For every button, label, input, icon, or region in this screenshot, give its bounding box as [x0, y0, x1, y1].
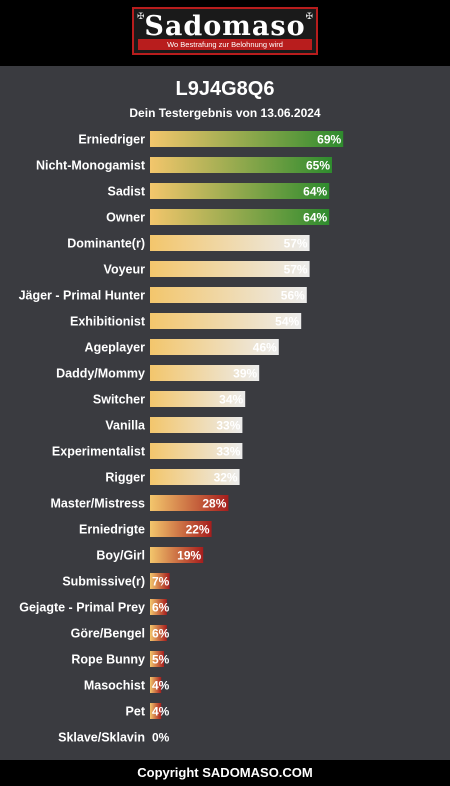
- category-label: Jäger - Primal Hunter: [19, 289, 146, 303]
- result-bar: [150, 131, 344, 147]
- result-bar: [150, 235, 310, 251]
- result-bar: [150, 573, 170, 589]
- value-label: 33%: [216, 445, 240, 459]
- value-label: 57%: [284, 263, 308, 277]
- category-label: Voyeur: [104, 263, 146, 277]
- category-label: Rope Bunny: [71, 653, 145, 667]
- value-label: 28%: [202, 497, 226, 511]
- value-label: 32%: [214, 471, 238, 485]
- category-label: Erniedriger: [78, 133, 145, 147]
- category-label: Sadist: [107, 185, 145, 199]
- value-label: 54%: [275, 315, 299, 329]
- category-label: Rigger: [105, 471, 145, 485]
- result-bar: [150, 365, 260, 381]
- value-label: 6%: [152, 601, 170, 615]
- result-bar: [150, 625, 167, 641]
- value-label: 19%: [177, 549, 201, 563]
- value-label: 56%: [281, 289, 305, 303]
- value-label: 7%: [152, 575, 170, 589]
- value-label: 6%: [152, 627, 170, 641]
- value-label: 69%: [317, 133, 341, 147]
- category-label: Dominante(r): [67, 237, 145, 251]
- category-label: Experimentalist: [52, 445, 146, 459]
- category-label: Daddy/Mommy: [56, 367, 145, 381]
- result-bar: [150, 495, 229, 511]
- category-label: Exhibitionist: [70, 315, 146, 329]
- site-logo[interactable]: ✠ ✠ Sadomaso Wo Bestrafung zur Belohnung…: [132, 7, 318, 55]
- result-bar: [150, 261, 310, 277]
- result-bar: [150, 677, 162, 693]
- value-label: 33%: [216, 419, 240, 433]
- category-label: Gejagte - Primal Prey: [19, 601, 145, 615]
- category-label: Sklave/Sklavin: [58, 731, 145, 745]
- value-label: 22%: [186, 523, 210, 537]
- site-header: ✠ ✠ Sadomaso Wo Bestrafung zur Belohnung…: [0, 0, 450, 66]
- ornament-icon: ✠: [305, 11, 313, 21]
- value-label: 64%: [303, 185, 327, 199]
- result-bar: [150, 391, 246, 407]
- category-label: Boy/Girl: [96, 549, 145, 563]
- copyright-footer: Copyright SADOMASO.COM: [0, 760, 450, 786]
- result-bar: [150, 469, 240, 485]
- result-bar: [150, 157, 332, 173]
- value-label: 64%: [303, 211, 327, 225]
- value-label: 65%: [306, 159, 330, 173]
- value-label: 39%: [233, 367, 257, 381]
- result-bar: [150, 599, 167, 615]
- value-label: 5%: [152, 653, 170, 667]
- result-title: L9J4G8Q6: [175, 78, 275, 100]
- result-subtitle: Dein Testergebnis von 13.06.2024: [129, 106, 321, 120]
- category-label: Switcher: [93, 393, 145, 407]
- result-bar: [150, 547, 204, 563]
- result-bar: [150, 417, 243, 433]
- value-label: 34%: [219, 393, 243, 407]
- category-label: Submissive(r): [62, 575, 145, 589]
- category-label: Erniedrigte: [79, 523, 145, 537]
- result-bar: [150, 521, 212, 537]
- category-label: Pet: [126, 705, 146, 719]
- category-label: Nicht-Monogamist: [36, 159, 146, 173]
- logo-text: Sadomaso: [144, 11, 306, 42]
- value-label: 4%: [152, 679, 170, 693]
- category-label: Owner: [106, 211, 145, 225]
- ornament-icon: ✠: [137, 11, 145, 21]
- value-label: 46%: [253, 341, 277, 355]
- value-label: 4%: [152, 705, 170, 719]
- result-bar: [150, 209, 330, 225]
- result-bar-chart: Erniedriger 69% Nicht-Monogamist 65% Sadist 6…: [19, 131, 344, 745]
- category-label: Göre/Bengel: [71, 627, 145, 641]
- result-bar: [150, 183, 330, 199]
- result-bar: [150, 443, 243, 459]
- result-bar: [150, 287, 307, 303]
- value-label: 0%: [152, 731, 170, 745]
- result-bar: [150, 651, 164, 667]
- logo-tagline: Wo Bestrafung zur Belohnung wird: [138, 39, 312, 50]
- result-bar: [150, 313, 302, 329]
- result-bar: [150, 703, 162, 719]
- category-label: Master/Mistress: [51, 497, 146, 511]
- category-label: Vanilla: [105, 419, 146, 433]
- category-label: Masochist: [84, 679, 146, 693]
- value-label: 57%: [284, 237, 308, 251]
- category-label: Ageplayer: [85, 341, 146, 355]
- result-bar: [150, 339, 279, 355]
